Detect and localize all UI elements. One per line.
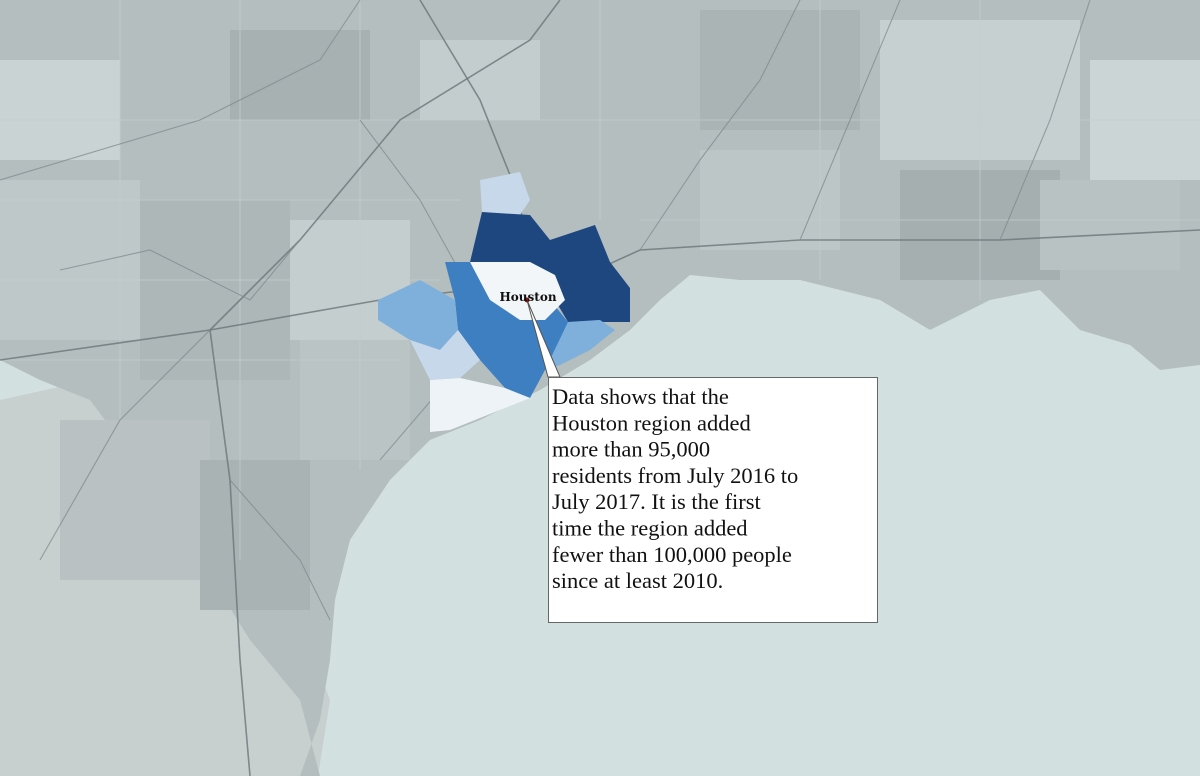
callout-line: fewer than 100,000 people	[552, 542, 792, 567]
callout-line: residents from July 2016 to	[552, 463, 798, 488]
road	[209, 329, 251, 776]
county	[420, 40, 540, 120]
county-lines	[0, 0, 1200, 560]
county	[140, 200, 290, 380]
county	[200, 460, 310, 610]
region-county	[470, 212, 630, 322]
county	[1040, 180, 1180, 270]
region-core	[470, 262, 565, 320]
county	[60, 420, 210, 580]
callout-line: since at least 2010.	[552, 568, 723, 593]
county	[0, 180, 140, 340]
county	[700, 10, 860, 130]
county	[230, 30, 370, 120]
callout-box	[548, 377, 878, 623]
region-county	[378, 280, 458, 350]
region-county	[430, 378, 530, 432]
county	[700, 150, 840, 250]
city-marker	[524, 297, 530, 303]
callout-line: July 2017. It is the first	[552, 489, 761, 514]
callout-line: Houston region added	[552, 410, 751, 435]
road	[209, 0, 561, 331]
region-county	[480, 172, 530, 215]
region-county	[445, 262, 600, 398]
region-county	[545, 320, 615, 370]
city-label: Houston	[499, 290, 556, 304]
county-line	[0, 0, 1200, 560]
callout-line: Data shows that the	[552, 384, 729, 409]
county	[300, 340, 410, 460]
callout-line: time the region added	[552, 516, 748, 541]
region-county	[410, 330, 480, 380]
callout-line: more than 95,000	[552, 437, 710, 462]
houston-region	[378, 172, 630, 432]
county	[0, 60, 120, 160]
